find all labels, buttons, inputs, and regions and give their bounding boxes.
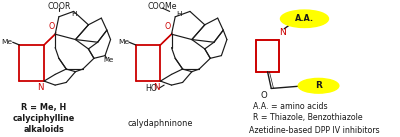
Circle shape: [280, 10, 328, 28]
Text: A.A. = amino acids: A.A. = amino acids: [253, 102, 328, 111]
Text: Me: Me: [2, 39, 13, 45]
Text: R = Me, H: R = Me, H: [22, 103, 67, 112]
Text: calyciphylline: calyciphylline: [13, 114, 75, 123]
Text: R: R: [315, 81, 322, 90]
Text: Me: Me: [104, 57, 114, 63]
Text: N: N: [154, 83, 160, 92]
Text: COOR: COOR: [47, 2, 70, 11]
Text: HO: HO: [145, 84, 157, 93]
Text: R = Thiazole, Benzothiazole: R = Thiazole, Benzothiazole: [253, 113, 362, 122]
Text: H: H: [176, 11, 182, 17]
Text: Me: Me: [118, 39, 129, 45]
Text: O: O: [48, 22, 54, 31]
Text: O: O: [165, 22, 171, 31]
Text: COOMe: COOMe: [148, 2, 177, 11]
Text: O: O: [260, 91, 267, 100]
Circle shape: [298, 78, 339, 93]
Text: Azetidine-based DPP IV inhibitors: Azetidine-based DPP IV inhibitors: [249, 126, 380, 135]
Text: calydaphninone: calydaphninone: [128, 119, 193, 129]
Text: alkaloids: alkaloids: [24, 125, 64, 134]
Text: N: N: [37, 83, 44, 92]
Text: N: N: [279, 28, 286, 37]
Text: H: H: [71, 11, 76, 17]
Text: A.A.: A.A.: [295, 14, 314, 23]
